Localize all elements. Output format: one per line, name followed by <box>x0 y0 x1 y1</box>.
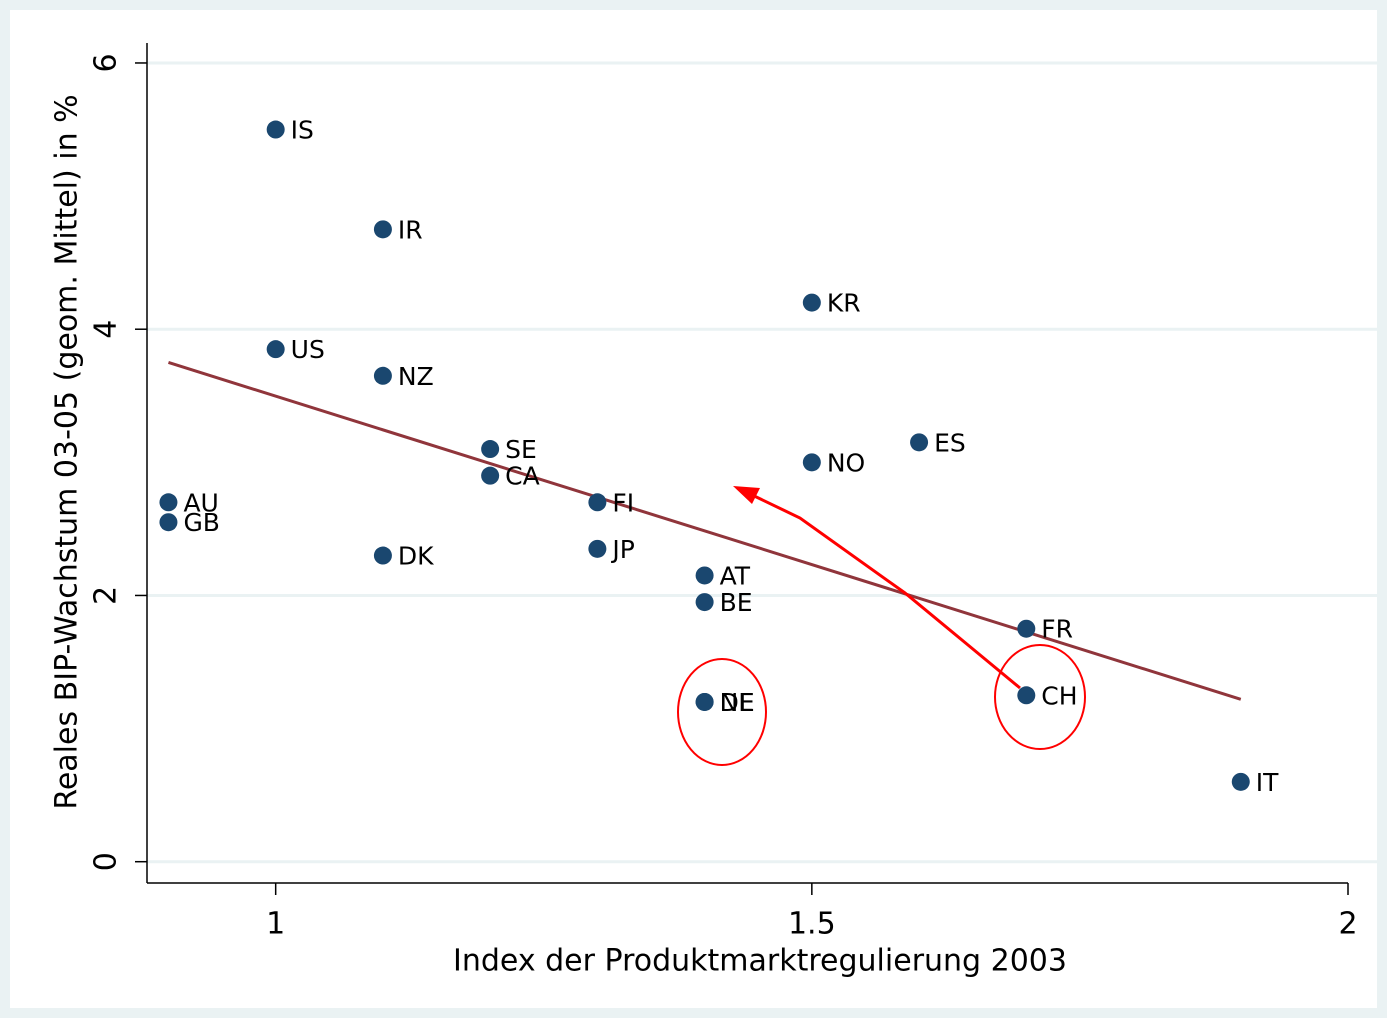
point <box>802 453 821 472</box>
point-label: BE <box>720 588 753 617</box>
point-label: KR <box>827 289 861 318</box>
arrow-head <box>733 486 760 504</box>
point-label: FR <box>1041 615 1073 644</box>
point <box>373 220 392 239</box>
point-label: ES <box>934 428 966 457</box>
point <box>695 593 714 612</box>
point <box>266 120 285 139</box>
grid <box>147 61 1377 864</box>
point-label: AT <box>720 561 751 590</box>
point <box>481 466 500 485</box>
point-label: IR <box>398 215 423 244</box>
point-label: CH <box>1041 681 1077 710</box>
plot-background <box>10 10 1377 1008</box>
point-label: NZ <box>398 362 434 391</box>
point <box>910 433 929 452</box>
highlight-circle <box>994 644 1086 750</box>
highlight-circle <box>677 658 767 766</box>
point <box>1017 686 1036 705</box>
point <box>802 293 821 312</box>
point-label: JP <box>610 535 634 564</box>
x-axis-title: Index der Produktmarktregulierung 2003 <box>453 944 1067 979</box>
point <box>159 513 178 532</box>
point-label: SE <box>505 435 537 464</box>
point-label: DK <box>398 542 434 571</box>
y-tick-label: 0 <box>89 852 124 871</box>
point <box>266 340 285 359</box>
axes: 0 2 4 6 1 1.5 2 <box>89 43 1358 942</box>
point <box>695 566 714 585</box>
point <box>588 493 607 512</box>
point <box>373 366 392 385</box>
y-tick-label: 2 <box>89 586 124 605</box>
point-label: NL <box>720 688 753 717</box>
fit-line <box>167 361 1242 701</box>
point-label: DE <box>720 688 755 717</box>
point-label: CA <box>505 462 540 491</box>
y-axis-title: Reales BIP-Wachstum 03-05 (geom. Mittel)… <box>50 94 85 809</box>
point-label: IT <box>1256 768 1279 797</box>
point <box>159 493 178 512</box>
point <box>695 692 714 711</box>
point <box>588 539 607 558</box>
y-tick-label: 4 <box>89 320 124 339</box>
arrow <box>747 491 1021 690</box>
x-tick-label: 2 <box>1338 907 1357 942</box>
y-tick-label: 6 <box>89 53 124 72</box>
point-label: US <box>291 335 325 364</box>
point <box>1231 772 1250 791</box>
point <box>481 440 500 459</box>
point-label: AU <box>183 488 218 517</box>
point <box>373 546 392 565</box>
x-tick-label: 1.5 <box>788 907 836 942</box>
point-label: FI <box>612 488 634 517</box>
point-label: NO <box>827 448 865 477</box>
point <box>1017 619 1036 638</box>
point-label: GB <box>183 508 220 537</box>
x-tick-label: 1 <box>266 907 285 942</box>
point-label: IS <box>291 116 314 145</box>
